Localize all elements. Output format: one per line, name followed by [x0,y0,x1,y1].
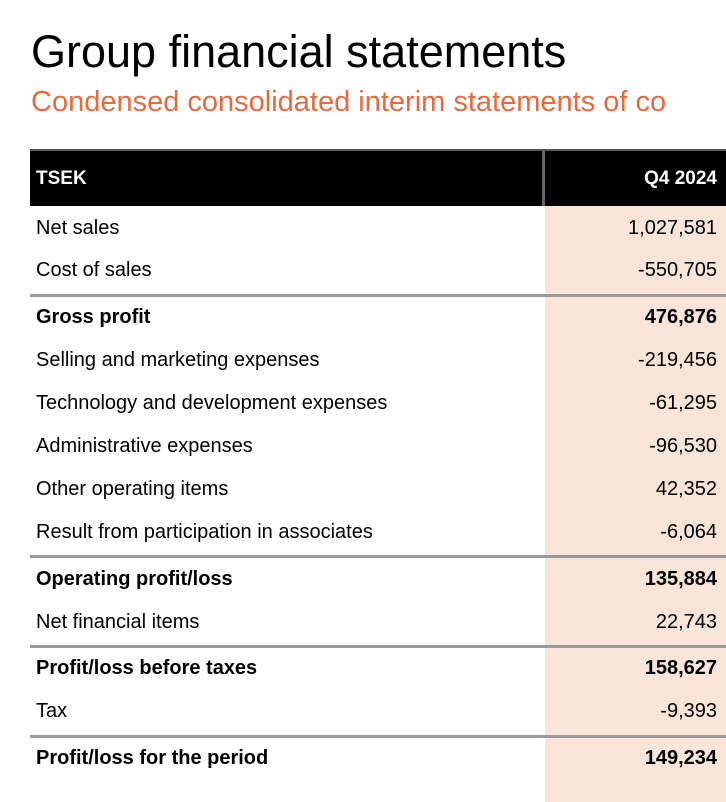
section-divider [30,645,726,648]
table-header: TSEK Q4 2024 [30,149,726,206]
row-administrative: Administrative expenses -96,530 [30,425,726,468]
row-value: -61,295 [649,392,717,414]
row-value: 42,352 [655,478,717,500]
row-label: Selling and marketing expenses [36,349,320,371]
row-label: Other operating items [36,478,229,500]
row-operating-profit: Operating profit/loss 135,884 [30,558,726,601]
row-value: 476,876 [644,306,717,328]
section-divider [30,555,726,558]
row-value: -96,530 [649,435,717,457]
row-value: -9,393 [660,700,717,722]
row-label: Profit/loss for the period [36,747,269,769]
row-cost-of-sales: Cost of sales -550,705 [30,249,726,292]
row-label: Profit/loss before taxes [36,657,258,679]
row-value: -6,064 [660,521,717,543]
row-other-operating: Other operating items 42,352 [30,468,726,511]
row-gross-profit: Gross profit 476,876 [30,296,726,339]
row-profit-before-taxes: Profit/loss before taxes 158,627 [30,647,726,690]
row-value: 158,627 [644,657,717,679]
page-title: Group financial statements [31,26,567,77]
row-label: Operating profit/loss [36,568,233,590]
section-divider [30,294,726,297]
row-net-sales: Net sales 1,027,581 [30,207,726,250]
row-label: Tax [36,700,68,722]
row-label: Result from participation in associates [36,521,373,543]
row-net-financial: Net financial items 22,743 [30,601,726,644]
row-value: 22,743 [655,611,717,633]
section-divider [30,735,726,738]
period-column-highlight [545,149,726,802]
row-value: 135,884 [644,568,717,590]
row-value: 149,234 [644,747,717,769]
row-label: Net financial items [36,611,200,633]
row-associates: Result from participation in associates … [30,511,726,554]
row-label: Administrative expenses [36,435,253,457]
row-label: Cost of sales [36,259,152,281]
row-label: Net sales [36,217,120,239]
row-tax: Tax -9,393 [30,690,726,733]
row-label: Technology and development expenses [36,392,388,414]
row-value: -550,705 [638,259,717,281]
row-technology-development: Technology and development expenses -61,… [30,382,726,425]
column-separator [542,151,545,206]
row-value: -219,456 [638,349,717,371]
row-label: Gross profit [36,306,151,328]
period-header: Q4 2024 [644,168,717,189]
page-subtitle: Condensed consolidated interim statement… [31,86,667,118]
row-value: 1,027,581 [628,217,717,239]
row-selling-marketing: Selling and marketing expenses -219,456 [30,339,726,382]
unit-label: TSEK [36,168,87,189]
row-profit-period: Profit/loss for the period 149,234 [30,737,726,780]
